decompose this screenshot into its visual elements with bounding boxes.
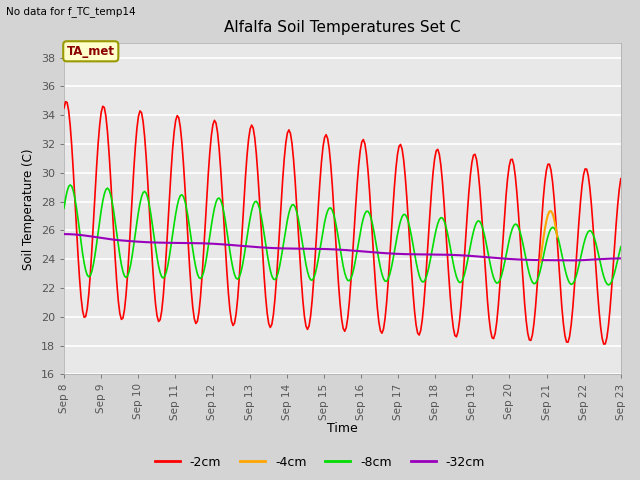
Title: Alfalfa Soil Temperatures Set C: Alfalfa Soil Temperatures Set C <box>224 20 461 35</box>
Y-axis label: Soil Temperature (C): Soil Temperature (C) <box>22 148 35 270</box>
Text: TA_met: TA_met <box>67 45 115 58</box>
Text: No data for f_TC_temp14: No data for f_TC_temp14 <box>6 6 136 17</box>
X-axis label: Time: Time <box>327 422 358 435</box>
Legend: -2cm, -4cm, -8cm, -32cm: -2cm, -4cm, -8cm, -32cm <box>150 451 490 474</box>
